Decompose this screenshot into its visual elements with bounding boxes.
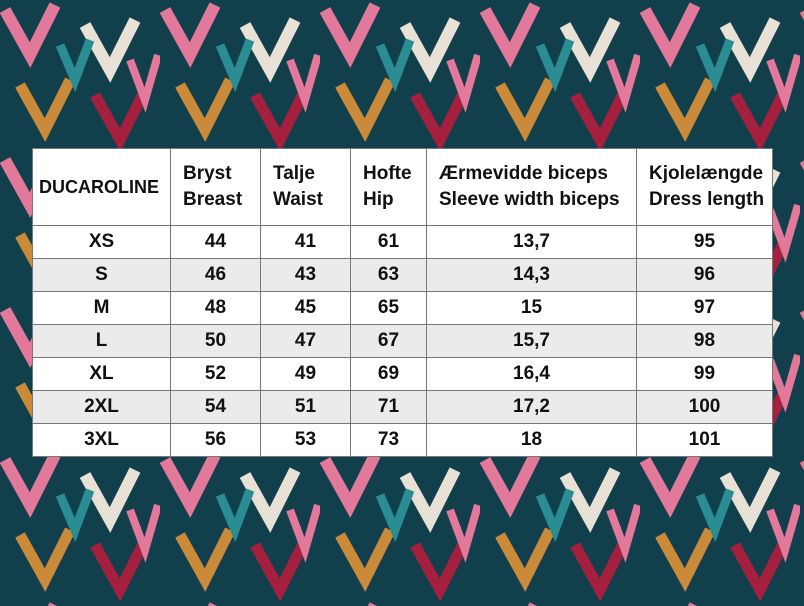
measurement: 49 — [260, 357, 351, 391]
measurement: 100 — [636, 390, 773, 424]
header-text: Hip — [363, 189, 394, 210]
measurement: 67 — [350, 324, 427, 358]
measurement: 56 — [170, 423, 261, 457]
measurement: 53 — [260, 423, 351, 457]
header-cell: Ærmevidde biceps Sleeve width biceps — [426, 148, 637, 226]
measurement: 97 — [636, 291, 773, 325]
measurement: 41 — [260, 225, 351, 259]
measurement: 47 — [260, 324, 351, 358]
measurement: 16,4 — [426, 357, 637, 391]
measurement: 51 — [260, 390, 351, 424]
header-text: Bryst — [183, 163, 232, 184]
size-row: S 46 43 63 14,3 96 — [32, 258, 773, 292]
measurement: 45 — [260, 291, 351, 325]
size-label: S — [32, 258, 171, 292]
header-cell: Hofte Hip — [350, 148, 427, 226]
measurement: 96 — [636, 258, 773, 292]
size-label: 3XL — [32, 423, 171, 457]
size-row: 3XL 56 53 73 18 101 — [32, 423, 773, 457]
header-cell: DUCAROLINE — [32, 148, 171, 226]
measurement: 17,2 — [426, 390, 637, 424]
measurement: 95 — [636, 225, 773, 259]
measurement: 101 — [636, 423, 773, 457]
header-text: DUCAROLINE — [39, 177, 159, 197]
measurement: 18 — [426, 423, 637, 457]
header-text: Sleeve width biceps — [439, 189, 620, 210]
measurement: 48 — [170, 291, 261, 325]
size-row: M 48 45 65 15 97 — [32, 291, 773, 325]
size-row: XS 44 41 61 13,7 95 — [32, 225, 773, 259]
measurement: 54 — [170, 390, 261, 424]
measurement: 73 — [350, 423, 427, 457]
header-text: Kjolelængde — [649, 163, 764, 184]
size-label: L — [32, 324, 171, 358]
header-cell: Bryst Breast — [170, 148, 261, 226]
measurement: 65 — [350, 291, 427, 325]
measurement: 52 — [170, 357, 261, 391]
size-label: M — [32, 291, 171, 325]
header-text: Talje — [273, 163, 315, 184]
measurement: 15,7 — [426, 324, 637, 358]
size-label: XS — [32, 225, 171, 259]
measurement: 44 — [170, 225, 261, 259]
measurement: 13,7 — [426, 225, 637, 259]
measurement: 14,3 — [426, 258, 637, 292]
header-row: DUCAROLINE Bryst Breast Talje Waist Hofte Hip Æ… — [32, 148, 773, 226]
size-row: 2XL 54 51 71 17,2 100 — [32, 390, 773, 424]
header-text: Waist — [273, 189, 323, 210]
measurement: 15 — [426, 291, 637, 325]
header-text: Hofte — [363, 163, 412, 184]
measurement: 50 — [170, 324, 261, 358]
size-row: L 50 47 67 15,7 98 — [32, 324, 773, 358]
header-text: Dress length — [649, 189, 765, 210]
header-cell: Kjolelængde Dress length — [636, 148, 773, 226]
measurement: 99 — [636, 357, 773, 391]
measurement: 71 — [350, 390, 427, 424]
measurement: 46 — [170, 258, 261, 292]
measurement: 69 — [350, 357, 427, 391]
header-text: Breast — [183, 189, 243, 210]
size-row: XL 52 49 69 16,4 99 — [32, 357, 773, 391]
size-table: DUCAROLINE Bryst Breast Talje Waist Hofte Hip Æ… — [32, 148, 773, 457]
header-cell: Talje Waist — [260, 148, 351, 226]
measurement: 98 — [636, 324, 773, 358]
size-label: 2XL — [32, 390, 171, 424]
measurement: 61 — [350, 225, 427, 259]
measurement: 43 — [260, 258, 351, 292]
size-label: XL — [32, 357, 171, 391]
measurement: 63 — [350, 258, 427, 292]
header-text: Ærmevidde biceps — [439, 163, 608, 184]
